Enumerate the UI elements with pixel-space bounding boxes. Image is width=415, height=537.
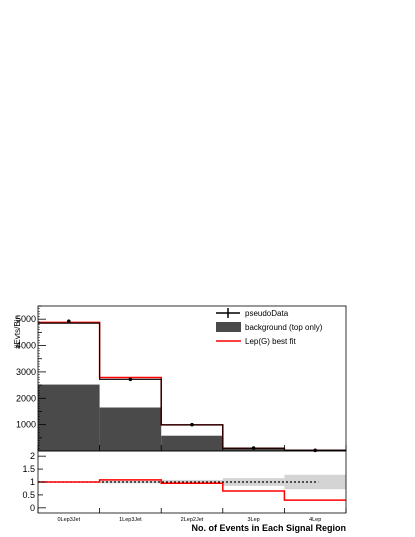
main-y-tick-label: 3000 xyxy=(16,367,36,377)
legend-background-label: background (top only) xyxy=(245,323,323,332)
background-bar xyxy=(99,407,162,451)
main-y-tick-label: 4000 xyxy=(16,341,36,351)
legend-fit-label: Lep(G) best fit xyxy=(245,337,296,346)
main-y-axis: 1000 2000 3000 4000 5000 xyxy=(16,305,46,449)
x-axis-title: No. of Events in Each Signal Region xyxy=(191,523,346,533)
data-point xyxy=(190,422,194,427)
main-y-tick-label: 5000 xyxy=(16,314,36,324)
background-bar xyxy=(161,435,223,451)
background-histogram xyxy=(38,384,346,451)
x-category-label: 3Lep xyxy=(247,517,259,523)
background-bar xyxy=(38,384,100,451)
x-category-label: 1Lep3Jet xyxy=(119,517,142,523)
legend: pseudoData background (top only) Lep(G) … xyxy=(216,308,323,346)
data-point xyxy=(313,448,318,453)
ratio-panel: 0 0.5 1 1.5 2 xyxy=(22,450,347,514)
ratio-y-tick-label: 2 xyxy=(30,451,35,461)
main-y-tick-label: 1000 xyxy=(16,420,36,430)
ratio-y-tick-label: 1 xyxy=(30,477,35,487)
ratio-model-path xyxy=(38,479,346,501)
ratio-y-axis: 0 0.5 1 1.5 2 xyxy=(22,451,46,513)
ratio-model-line xyxy=(38,479,346,501)
legend-data-label: pseudoData xyxy=(245,309,289,318)
x-category-label: 4Lep xyxy=(309,517,321,523)
x-axis-categories: 0Lep3Jet 1Lep3Jet 2Lep2Jet 3Lep 4Lep xyxy=(37,445,347,523)
ratio-y-tick-label: 0 xyxy=(30,503,35,513)
data-point xyxy=(128,377,133,382)
ratio-y-tick-label: 1.5 xyxy=(22,464,35,474)
y-axis-title: #Evts/Bin xyxy=(13,315,22,349)
ratio-y-tick-label: 0.5 xyxy=(22,490,35,500)
ratio-band-segment xyxy=(222,478,285,486)
pseudodata-points xyxy=(67,319,318,453)
data-point xyxy=(67,319,71,324)
main-y-tick-label: 2000 xyxy=(16,393,36,403)
x-category-label: 2Lep2Jet xyxy=(181,517,204,523)
data-point xyxy=(251,446,256,450)
legend-background-swatch xyxy=(216,322,241,332)
x-category-label: 0Lep3Jet xyxy=(57,517,80,523)
